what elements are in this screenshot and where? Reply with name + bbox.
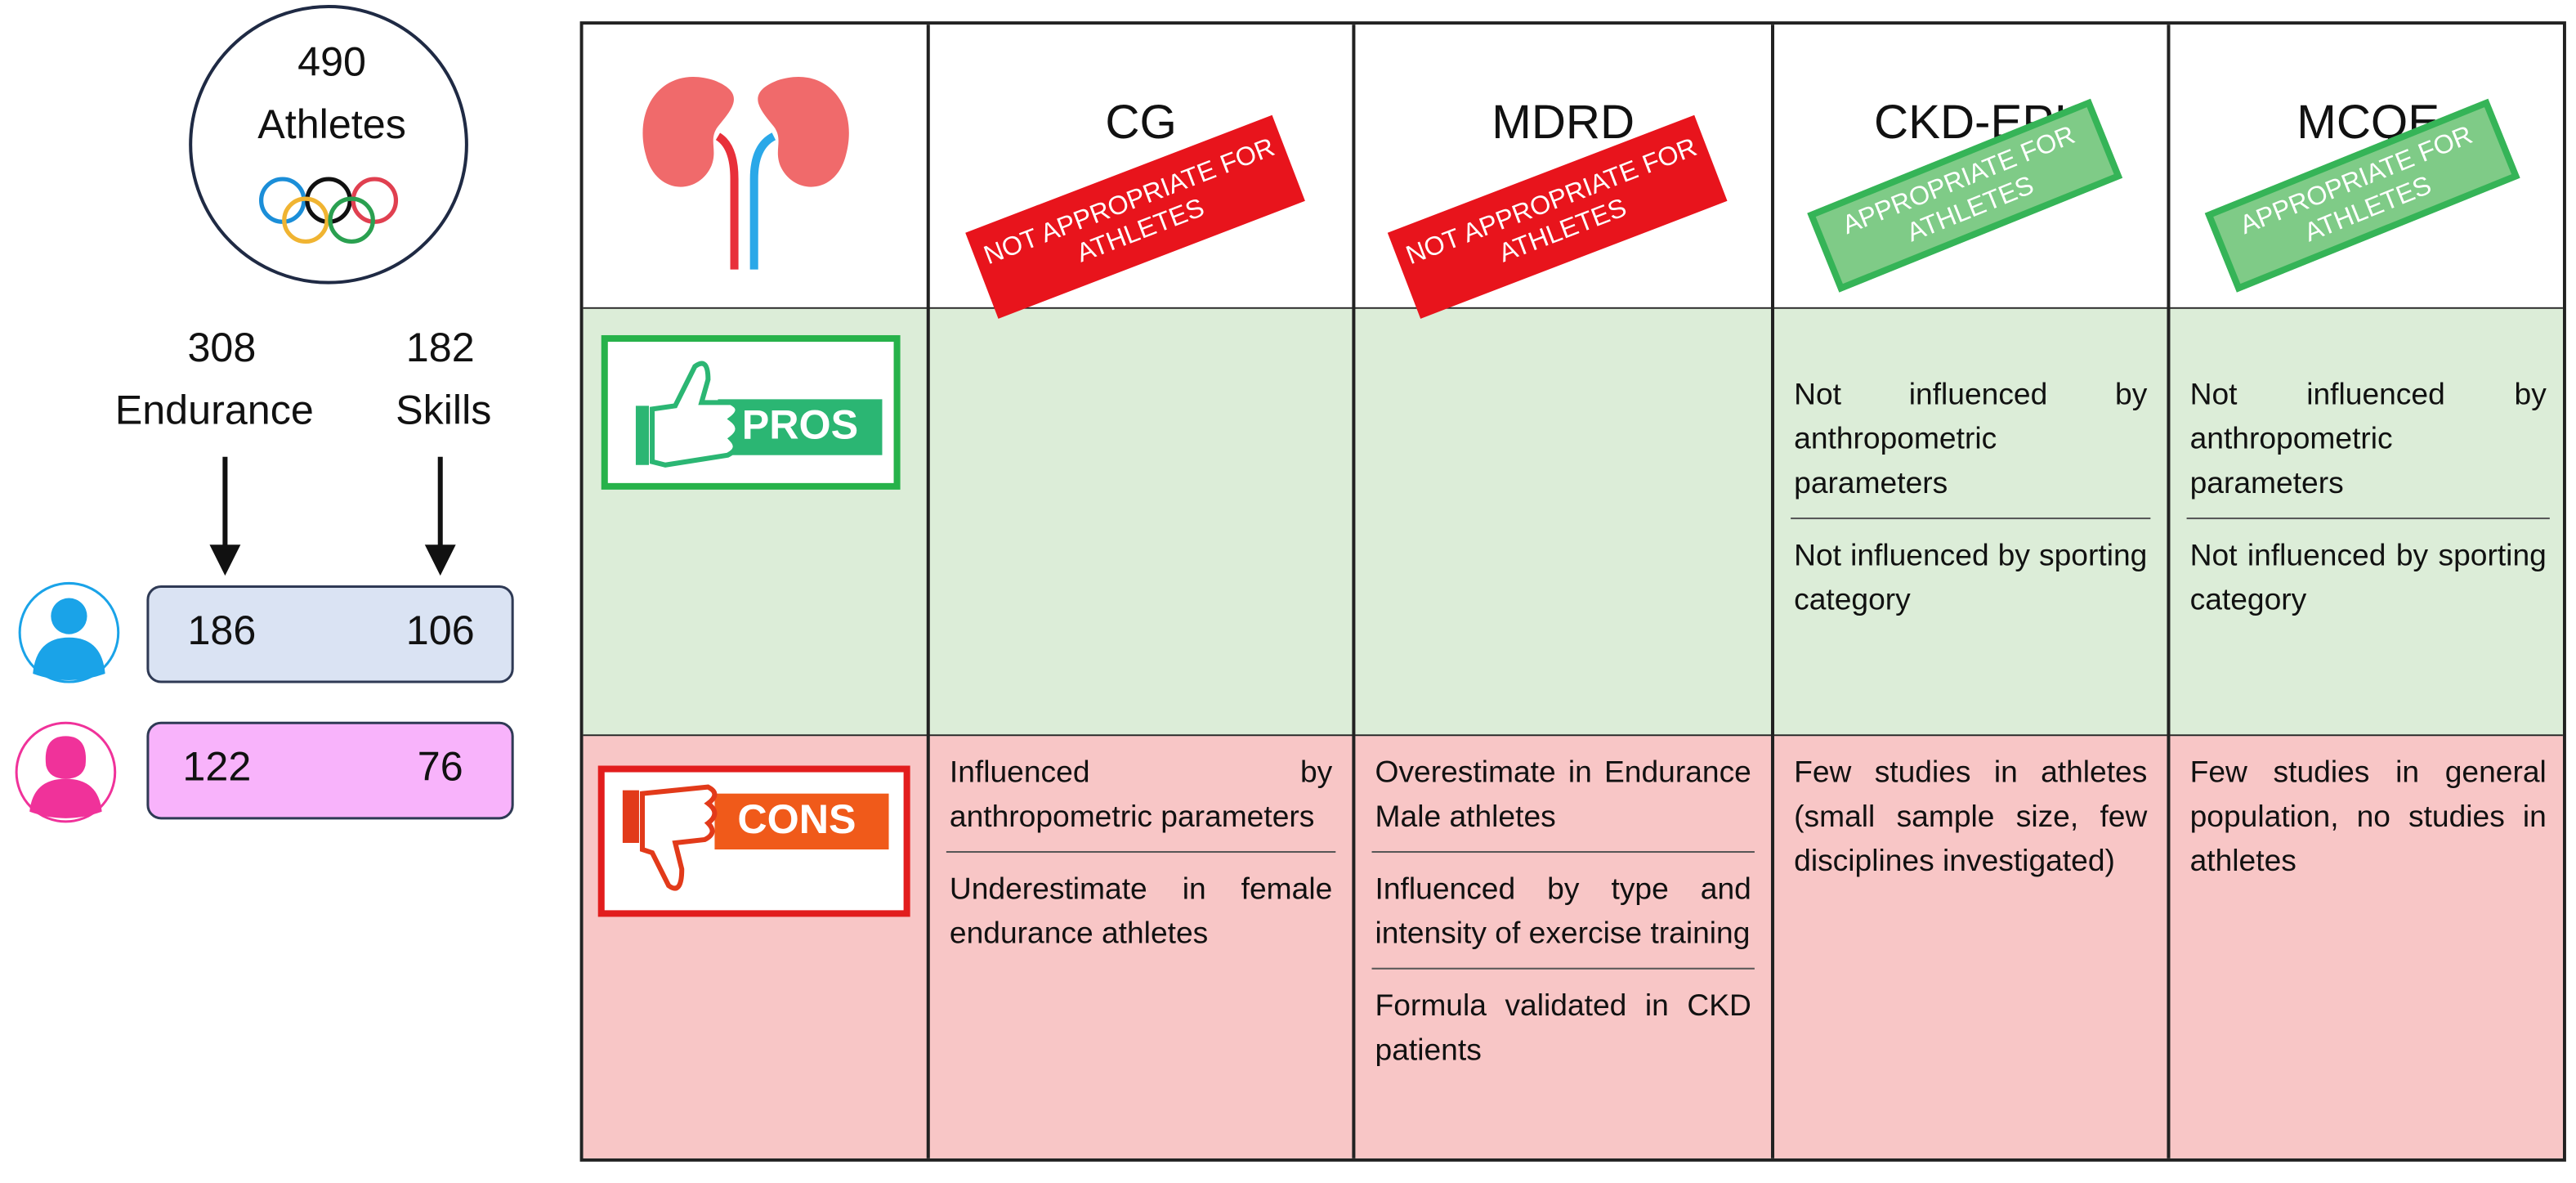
cell-item: Not influenced by sporting category bbox=[2189, 537, 2547, 616]
group-count: 182 bbox=[405, 325, 475, 372]
kidney-icon bbox=[642, 76, 849, 270]
header-cell: MDRD NOT APPROPRIATE FOR ATHLETES bbox=[1355, 25, 1771, 319]
olympic-rings bbox=[259, 177, 399, 244]
cell-item: Not influenced by sporting category bbox=[1794, 537, 2148, 616]
male-endurance: 186 bbox=[187, 607, 257, 654]
table-cell: Few studies in general population, no st… bbox=[2170, 736, 2565, 895]
cell-item: Not influenced by anthropometric paramet… bbox=[1791, 358, 2151, 520]
column-divider bbox=[926, 25, 929, 1158]
cell-item: Influenced by anthropometric parameters bbox=[946, 736, 1336, 854]
pros-row bbox=[583, 308, 2563, 737]
header-cell: CG NOT APPROPRIATE FOR ATHLETES bbox=[930, 25, 1353, 319]
male-skills: 106 bbox=[405, 607, 475, 654]
cell-item: Underestimate in female endurance athlet… bbox=[949, 871, 1333, 950]
female-endurance: 122 bbox=[182, 744, 252, 791]
pros-icon bbox=[601, 334, 901, 490]
cell-item: Overestimate in Endurance Male athletes bbox=[1371, 736, 1755, 854]
cell-item: Influenced by type and intensity of exer… bbox=[1371, 853, 1755, 970]
header-cell: CKD-EPI APPROPRIATE FOR ATHLETES bbox=[1774, 25, 2167, 307]
table-cell: Influenced by anthropometric parameters U… bbox=[930, 736, 1353, 967]
header-cell: MCQE APPROPRIATE FOR ATHLETES bbox=[2170, 25, 2565, 307]
arrows bbox=[209, 456, 456, 576]
total-circle bbox=[189, 5, 468, 285]
cons-row bbox=[583, 736, 2563, 1158]
female-box bbox=[146, 721, 514, 820]
comparison-table: PROS CONS CG NOT APPROPRIATE FOR ATHLETES… bbox=[579, 21, 2566, 1162]
group-label: Endurance bbox=[114, 388, 314, 434]
group-count: 308 bbox=[187, 325, 257, 372]
group-label: Skills bbox=[396, 388, 492, 434]
cell-item: Few studies in general population, no st… bbox=[2189, 754, 2547, 878]
method-name: CG bbox=[1105, 96, 1177, 150]
male-icon bbox=[18, 581, 120, 683]
column-divider bbox=[1770, 25, 1774, 1158]
table-cell: Few studies in athletes (small sample si… bbox=[1774, 736, 2167, 895]
cell-item: Few studies in athletes (small sample si… bbox=[1794, 754, 2148, 878]
method-name: MCQE bbox=[2296, 96, 2440, 150]
table-cell: Not influenced by anthropometric paramet… bbox=[2170, 358, 2565, 634]
table-cell: Overestimate in Endurance Male athletes I… bbox=[1355, 736, 1771, 1084]
table-cell: Not influenced by anthropometric paramet… bbox=[1774, 358, 2167, 634]
pros-label: PROS bbox=[741, 402, 859, 449]
cell-item: Formula validated in CKD patients bbox=[1375, 987, 1751, 1067]
column-divider bbox=[1352, 25, 1355, 1158]
total-label: Athletes bbox=[257, 101, 406, 148]
female-skills: 76 bbox=[417, 744, 463, 791]
female-icon bbox=[15, 721, 117, 823]
cons-label: CONS bbox=[737, 796, 856, 843]
cell-item: Not influenced by anthropometric paramet… bbox=[2186, 358, 2550, 520]
column-divider bbox=[2167, 25, 2170, 1158]
method-name: MDRD bbox=[1491, 96, 1635, 150]
male-box bbox=[146, 585, 514, 683]
total-count: 490 bbox=[297, 39, 366, 86]
left-graphics bbox=[15, 5, 514, 823]
cons-icon bbox=[597, 765, 910, 917]
